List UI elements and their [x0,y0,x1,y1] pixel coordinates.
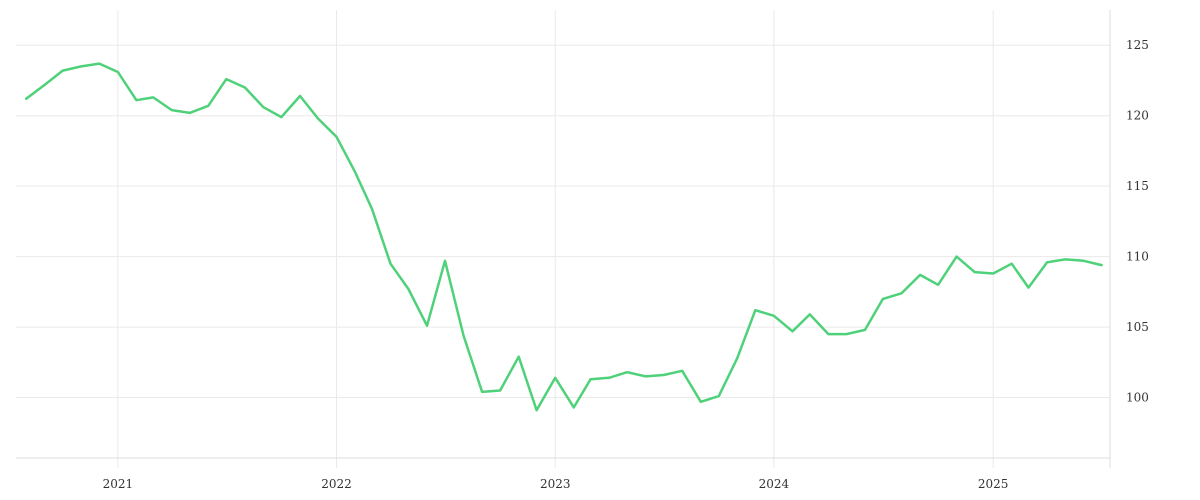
y-gridlines [16,44,1110,459]
y-tick-label: 100 [1126,391,1149,405]
x-axis-tick-labels: 2021 2022 2023 2024 2025 [103,477,1009,491]
series-line [24,62,1103,412]
x-tick-label: 2022 [321,477,352,491]
x-tick-label: 2023 [540,477,571,491]
x-tick-label: 2021 [103,477,134,491]
x-tick-label: 2025 [978,477,1009,491]
y-tick-label: 120 [1126,109,1149,123]
y-tick-label: 105 [1126,320,1149,334]
series-layer [24,62,1103,412]
x-gridlines [117,10,994,468]
y-tick-label: 110 [1126,250,1149,264]
y-axis-tick-labels: 100 105 110 115 120 125 [1126,38,1149,404]
y-tick-label: 115 [1126,179,1149,193]
x-tick-label: 2024 [759,477,790,491]
y-tick-label: 125 [1126,38,1149,52]
